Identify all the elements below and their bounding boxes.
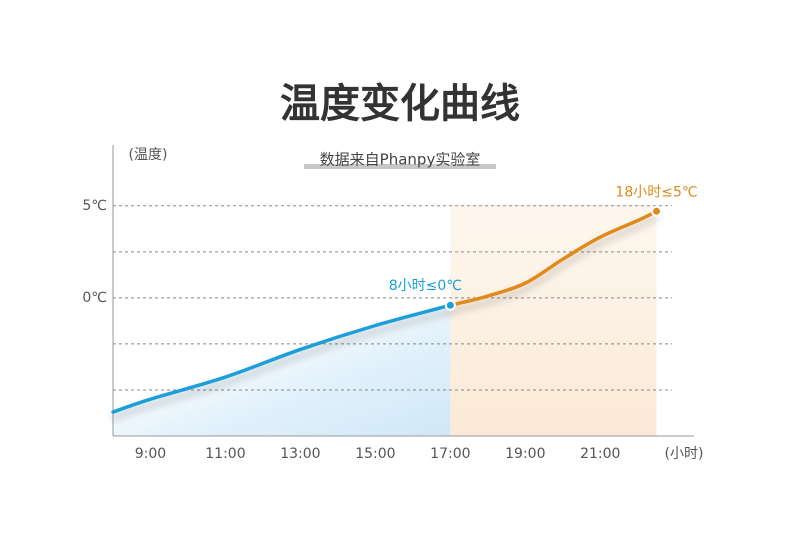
chart-title: 温度变化曲线 bbox=[280, 81, 520, 127]
y-tick-label: 5℃ bbox=[82, 198, 107, 214]
area-shade bbox=[113, 305, 451, 436]
x-axis-label: (小时) bbox=[665, 446, 704, 462]
line bbox=[448, 209, 659, 307]
subtitle-underline bbox=[304, 164, 496, 169]
x-tick-label: 9:00 bbox=[135, 446, 166, 462]
y-axis-label: (温度) bbox=[129, 147, 168, 163]
annotation: 18小时≤5℃ bbox=[615, 184, 697, 200]
x-tick-label: 15:00 bbox=[355, 446, 395, 462]
annotation: 8小时≤0℃ bbox=[389, 278, 462, 294]
annotation-dot bbox=[651, 205, 663, 217]
line bbox=[111, 303, 453, 414]
region-shade bbox=[450, 205, 657, 436]
x-tick-label: 11:00 bbox=[205, 446, 245, 462]
shading bbox=[113, 205, 657, 436]
chart-subtitle: 数据来自Phanpy实验室 bbox=[320, 151, 481, 169]
x-tick-label: 19:00 bbox=[505, 446, 545, 462]
x-tick-label: 21:00 bbox=[580, 446, 620, 462]
annotation-dot bbox=[444, 299, 456, 311]
x-tick-label: 13:00 bbox=[280, 446, 320, 462]
y-tick-label: 0℃ bbox=[82, 290, 107, 306]
x-tick-label: 17:00 bbox=[430, 446, 470, 462]
